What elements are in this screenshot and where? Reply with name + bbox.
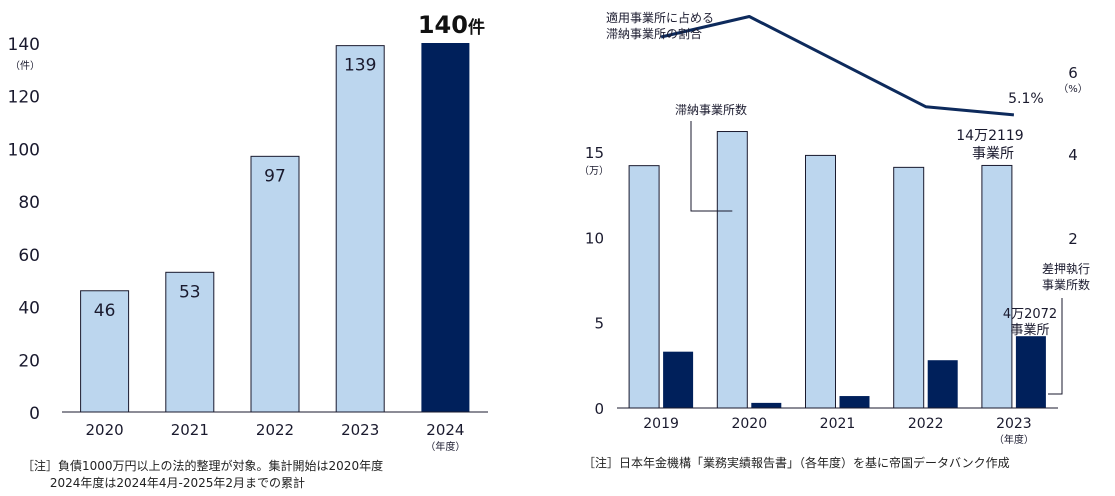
- right-x-tick-label: 2022: [908, 416, 944, 432]
- left-y-unit: （件）: [10, 60, 40, 72]
- right-y-unit: （万）: [579, 165, 609, 177]
- left-y-tick-label: 100: [8, 140, 40, 160]
- left-bar: [80, 290, 130, 413]
- right-bar-light: [981, 164, 1013, 409]
- right-x-tick-label: 2019: [643, 416, 679, 432]
- last-light-label-1: 14万2119: [956, 128, 1023, 144]
- dark-series-annotation-1: 差押執行: [1042, 262, 1090, 276]
- right-bar-dark: [663, 351, 694, 408]
- right-y2-tick-label: 6: [1068, 64, 1078, 82]
- left-x-unit: （年度）: [425, 440, 465, 453]
- left-bar: [335, 45, 385, 413]
- right-y-tick-label: 5: [594, 315, 604, 333]
- last-light-label-2: 事業所: [972, 146, 1014, 162]
- left-bar: [421, 43, 470, 412]
- left-data-label: 46: [94, 301, 116, 321]
- right-note: ［注］日本年金機構「業務実績報告書」（各年度）を基に帝国データバンク作成: [583, 456, 1010, 470]
- right-bar-dark: [927, 360, 958, 408]
- left-data-label: 139: [344, 56, 376, 76]
- ratio-last-label: 5.1%: [1008, 91, 1044, 107]
- right-y2-unit: （%）: [1058, 83, 1088, 95]
- ratio-line: [660, 15, 1015, 117]
- left-x-tick-label: 2022: [256, 421, 294, 439]
- right-x-unit: （年度）: [994, 433, 1034, 446]
- right-bar-light: [893, 166, 925, 409]
- right-y-tick-label: 0: [594, 400, 604, 418]
- left-x-tick-label: 2020: [86, 421, 124, 439]
- left-x-tick-label: 2024: [426, 421, 464, 439]
- left-y-tick-label: 140: [8, 35, 40, 55]
- right-x-tick-label: 2020: [731, 416, 767, 432]
- left-y-tick-label: 0: [29, 404, 40, 424]
- right-x-tick-label: 2021: [820, 416, 856, 432]
- bar-series-annotation: 滞納事業所数: [675, 102, 747, 117]
- right-bar-light: [805, 154, 836, 409]
- left-x-tick-label: 2023: [341, 421, 379, 439]
- left-note: ［注］負債1000万円以上の法的整理が対象。集計開始は2020年度 2024年度…: [22, 459, 384, 490]
- right-y2-tick-label: 2: [1068, 230, 1078, 248]
- left-data-label-highlight: 140件: [418, 11, 485, 39]
- left-bar: [165, 271, 215, 413]
- right-bar-dark: [751, 402, 782, 408]
- left-bar: [250, 155, 300, 413]
- right-y-tick-label: 10: [585, 229, 604, 247]
- right-bar-light: [628, 165, 660, 409]
- right-chart: 0 5 10 15 （万） 2 4 6（%） 2019 2020 2021 2022 2023（年度） 5…: [579, 10, 1090, 446]
- left-x-tick-label: 2021: [171, 421, 209, 439]
- dark-series-leader: [1048, 298, 1063, 395]
- left-chart: 0 20 40 60 80 100 120 140 （件） 46 2020 53 2021 97 2022 1…: [8, 11, 488, 453]
- right-bar-dark: [839, 396, 870, 408]
- bar-series-leader: [690, 121, 733, 212]
- line-annotation-1: 適用事業所に占める: [606, 10, 714, 25]
- left-y-tick-label: 60: [18, 246, 40, 266]
- right-x-tick-label: 2023: [996, 416, 1032, 432]
- line-annotation-2: 滞納事業所の割合: [606, 26, 702, 41]
- last-dark-label-1: 4万2072: [1003, 307, 1057, 322]
- dark-series-annotation-2: 事業所数: [1042, 277, 1090, 292]
- left-y-tick-label: 120: [8, 88, 40, 108]
- right-y2-tick-label: 4: [1068, 146, 1078, 164]
- right-bar-dark: [1015, 336, 1046, 408]
- left-data-label: 97: [264, 166, 286, 186]
- last-dark-label-2: 事業所: [1010, 322, 1049, 338]
- right-bar-light: [716, 131, 748, 409]
- right-y-tick-label: 15: [585, 144, 604, 162]
- left-data-label: 53: [179, 282, 201, 302]
- left-y-tick-label: 40: [18, 299, 40, 319]
- left-y-tick-label: 80: [18, 193, 40, 213]
- left-y-tick-label: 20: [18, 351, 40, 371]
